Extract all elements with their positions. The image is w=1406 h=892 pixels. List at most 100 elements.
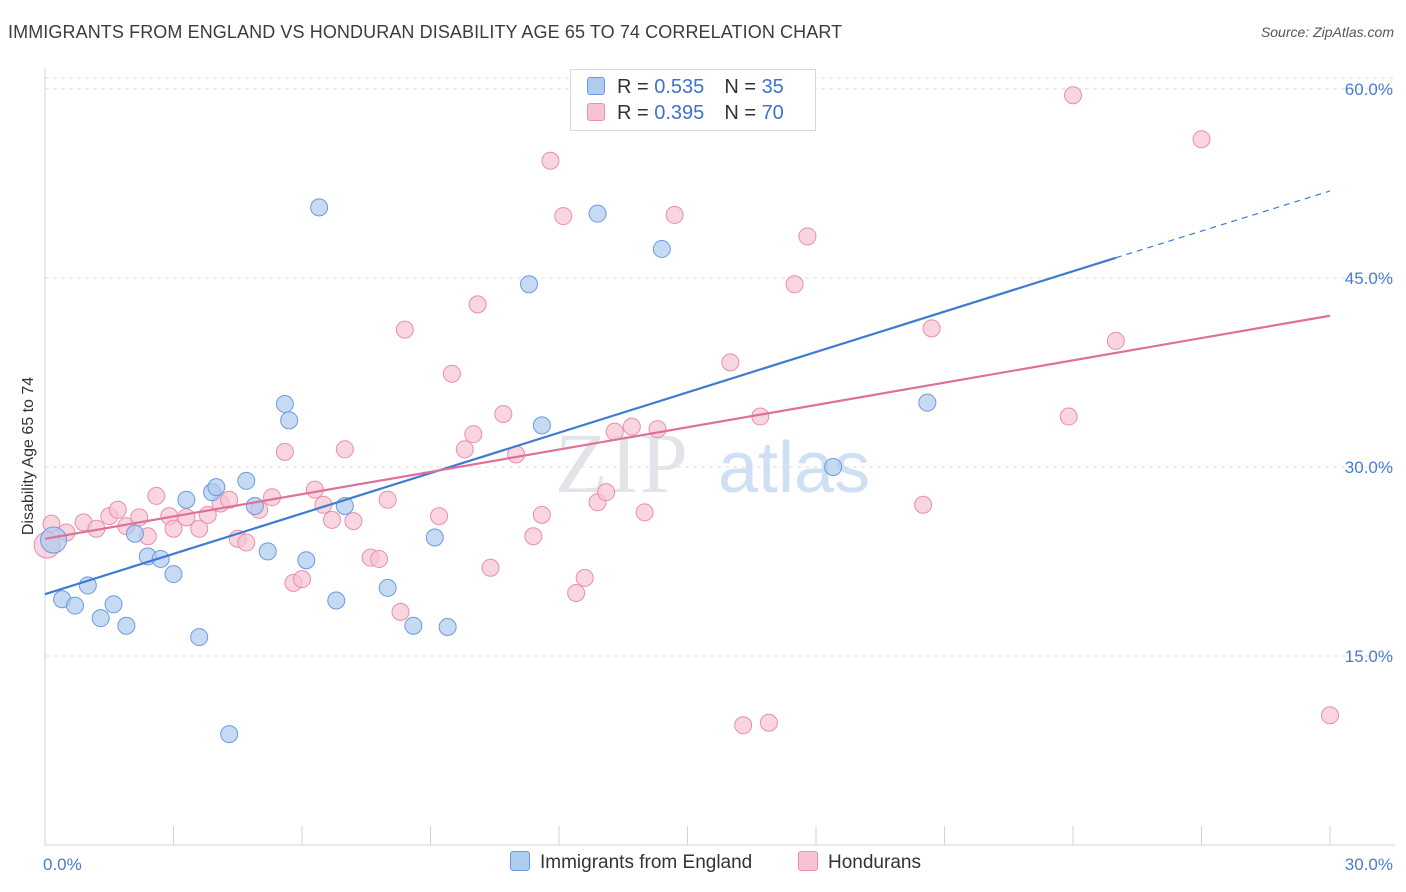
- bottom-swatch-pink: [798, 851, 818, 871]
- y-tick-label: 30.0%: [1345, 458, 1393, 477]
- chart-title: IMMIGRANTS FROM ENGLAND VS HONDURAN DISA…: [8, 22, 843, 42]
- bottom-legend-label: Immigrants from England: [540, 852, 753, 873]
- england-point: [532, 416, 551, 435]
- legend-r-label: R =: [617, 102, 655, 124]
- england-point: [164, 565, 183, 584]
- bottom-legend-england: Immigrants from England: [510, 851, 752, 874]
- england-point: [918, 393, 937, 412]
- hondurans-point: [464, 425, 483, 444]
- england-point: [378, 578, 397, 597]
- hondurans-point: [275, 442, 294, 461]
- england-point: [207, 478, 226, 497]
- grid-lines: [45, 77, 1395, 657]
- hondurans-point: [622, 417, 641, 436]
- hondurans-point: [635, 503, 654, 522]
- england-point: [117, 616, 136, 635]
- y-tick-label: 60.0%: [1345, 80, 1393, 99]
- legend-r-value: 0.535: [654, 76, 705, 98]
- hondurans-point: [164, 519, 183, 538]
- england-point: [65, 596, 84, 615]
- hondurans-point: [734, 716, 753, 735]
- hondurans-point: [1064, 86, 1082, 105]
- hondurans-point: [335, 440, 354, 459]
- legend-r-label: R =: [617, 76, 655, 98]
- hondurans-point: [494, 405, 513, 424]
- england-point: [588, 204, 607, 223]
- x-tick-label: 30.0%: [1345, 855, 1393, 874]
- england-point: [190, 628, 209, 647]
- legend-swatch-blue: [587, 77, 605, 95]
- england-point: [275, 394, 294, 413]
- hondurans-point: [575, 568, 594, 587]
- hondurans-point: [190, 519, 209, 538]
- england-point: [438, 617, 457, 636]
- england-point: [824, 457, 843, 476]
- bottom-legend-hondurans: Hondurans: [798, 851, 921, 874]
- hondurans-point: [468, 295, 487, 314]
- bottom-legend-label: Hondurans: [828, 852, 921, 873]
- axes: [44, 68, 1395, 846]
- hondurans-point: [147, 486, 166, 505]
- hondurans-point: [914, 495, 933, 514]
- hondurans-point: [442, 364, 461, 383]
- legend-r-value: 0.395: [654, 102, 705, 124]
- england-trend-line: [44, 256, 1117, 596]
- legend-n-value: 70: [761, 102, 784, 124]
- hondurans-point: [481, 558, 500, 577]
- hondurans-point: [554, 207, 573, 226]
- legend-n-value: 35: [761, 76, 784, 98]
- hondurans-point: [263, 488, 282, 507]
- hondurans-point: [1192, 130, 1211, 149]
- england-point: [652, 239, 671, 258]
- source-note: Source: ZipAtlas.com: [1260, 24, 1394, 40]
- x-tick-label: 0.0%: [43, 855, 82, 874]
- england-point: [237, 471, 256, 490]
- england-point: [40, 526, 68, 554]
- england-point: [327, 591, 346, 610]
- watermark-atlas: atlas: [718, 428, 870, 508]
- hondurans-point: [1321, 706, 1339, 725]
- england-point: [245, 497, 264, 516]
- england-point: [425, 528, 444, 547]
- hondurans-point: [759, 713, 778, 732]
- legend-row-england: R = 0.535 N = 35: [587, 76, 784, 100]
- hondurans-point: [395, 320, 414, 339]
- hondurans-point: [108, 500, 127, 519]
- hondurans-point: [322, 510, 341, 529]
- legend-n-label: N =: [724, 76, 762, 98]
- hondurans-point: [597, 483, 616, 502]
- hondurans-point: [524, 527, 543, 546]
- england-point: [125, 524, 144, 543]
- hondurans-point: [1106, 331, 1125, 350]
- trend-lines: [44, 190, 1331, 596]
- hondurans-point: [370, 549, 389, 568]
- hondurans-point: [665, 205, 684, 224]
- england-point: [310, 198, 329, 217]
- hondurans-point: [532, 505, 551, 524]
- england-point: [258, 542, 277, 561]
- england-point: [404, 616, 423, 635]
- hondurans-trend-line: [44, 314, 1331, 540]
- hondurans-point: [344, 512, 363, 531]
- legend-row-hondurans: R = 0.395 N = 70: [587, 102, 784, 126]
- tick-labels: 15.0% 30.0% 45.0% 60.0% 0.0% 30.0%: [43, 80, 1393, 874]
- hondurans-point: [305, 480, 324, 499]
- england-point: [104, 595, 123, 614]
- legend-swatch-pink: [587, 103, 605, 121]
- england-point: [220, 725, 239, 744]
- bottom-swatch-blue: [510, 851, 530, 871]
- hondurans-point: [922, 319, 941, 338]
- england-point: [91, 609, 110, 628]
- hondurans-point: [541, 151, 560, 170]
- hondurans-point: [1059, 407, 1078, 426]
- hondurans-point: [391, 602, 410, 621]
- england-point: [520, 275, 539, 294]
- hondurans-point: [567, 583, 586, 602]
- y-tick-label: 45.0%: [1345, 269, 1393, 288]
- legend-n-label: N =: [724, 102, 762, 124]
- hondurans-point: [648, 420, 667, 439]
- hondurans-point: [605, 422, 624, 441]
- hondurans-point: [798, 227, 817, 246]
- y-axis-label: Disability Age 65 to 74: [20, 377, 37, 535]
- hondurans-point: [293, 570, 311, 589]
